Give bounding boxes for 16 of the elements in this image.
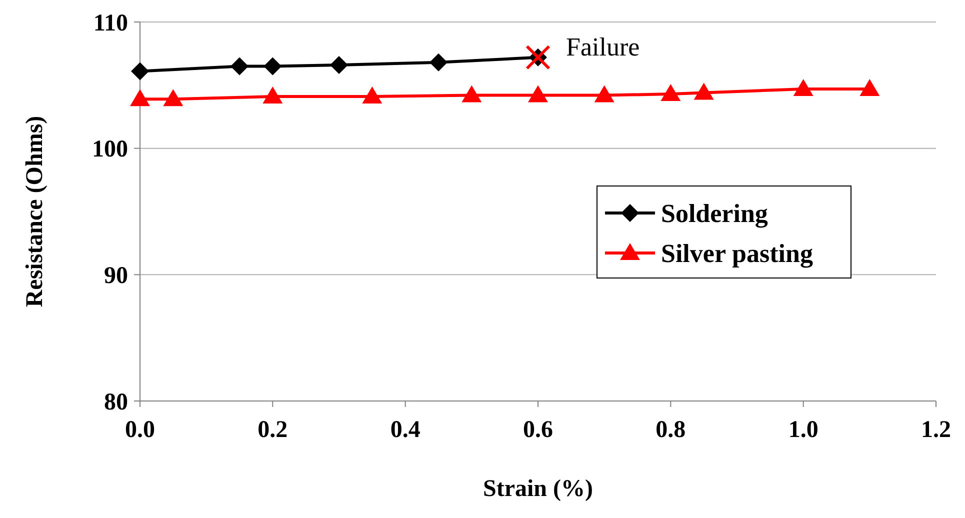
x-tick-label: 0.8 xyxy=(656,417,686,443)
x-tick-label: 0.2 xyxy=(258,417,288,443)
y-tick-label: 110 xyxy=(93,10,128,36)
x-tick-label: 1.0 xyxy=(788,417,818,443)
x-axis-title: Strain (%) xyxy=(483,476,593,502)
x-tick-label: 0.0 xyxy=(125,417,155,443)
y-tick-label: 90 xyxy=(104,263,128,290)
y-axis-title: Resistance (Ohms) xyxy=(22,116,48,308)
y-tick-label: 100 xyxy=(92,136,128,163)
annotation: Failure xyxy=(566,32,640,62)
x-tick-label: 1.2 xyxy=(921,417,951,443)
x-tick-label: 0.6 xyxy=(523,417,553,443)
legend-label: Silver pasting xyxy=(661,239,813,268)
x-tick-label: 0.4 xyxy=(390,417,420,443)
legend-label: Soldering xyxy=(661,199,768,228)
y-tick-label: 80 xyxy=(104,389,128,416)
